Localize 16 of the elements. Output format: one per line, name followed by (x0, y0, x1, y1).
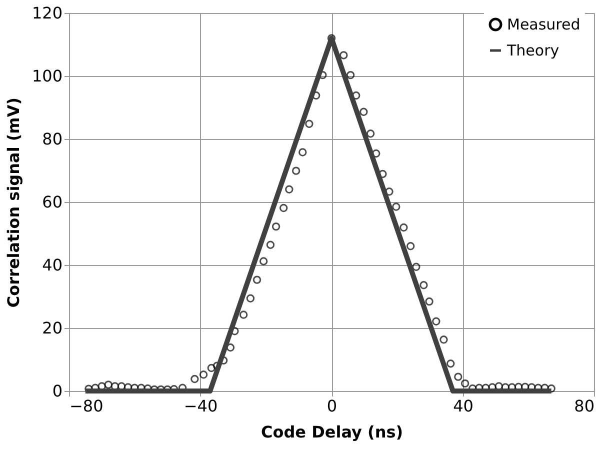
y-tick-label: 100 (32, 66, 62, 86)
y-tick-label: 80 (42, 130, 62, 148)
x-tick-label: −80 (70, 396, 104, 416)
x-tick-label: 0 (326, 396, 338, 416)
y-tick-label: 120 (32, 4, 62, 22)
y-tick-label: 0 (52, 382, 62, 400)
x-tick-label: 40 (453, 396, 474, 416)
y-axis-title: Correlation signal (mV) (4, 97, 23, 308)
x-tick-label: 80 (574, 396, 594, 416)
legend-label: Measured (507, 16, 580, 34)
x-axis-title: Code Delay (ns) (260, 422, 404, 442)
y-tick-label: 40 (42, 256, 62, 274)
x-tick-label: −40 (184, 396, 218, 416)
legend-label: Theory (506, 42, 560, 60)
y-tick-label: 20 (42, 318, 62, 338)
y-tick-label: 60 (42, 192, 62, 212)
